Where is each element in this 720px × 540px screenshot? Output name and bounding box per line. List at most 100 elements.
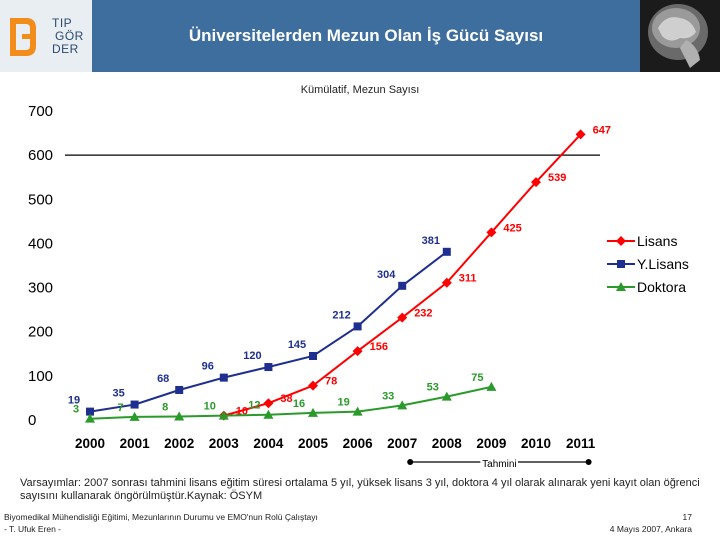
legend-marker-lisans xyxy=(616,236,626,246)
logo-text-line-2: GÖR xyxy=(55,29,84,43)
data-label-lisans: 425 xyxy=(503,222,521,234)
data-label-doktora: 75 xyxy=(471,372,483,384)
data-label-ylisans: 381 xyxy=(422,235,440,247)
data-label-doktora: 53 xyxy=(427,382,439,394)
data-label-ylisans: 212 xyxy=(332,309,350,321)
series-line-doktora xyxy=(89,385,492,420)
legend-label-lisans: Lisans xyxy=(637,233,677,249)
point-lisans xyxy=(441,277,452,288)
x-tick-label: 2005 xyxy=(298,436,329,451)
point-ylisans xyxy=(264,363,273,372)
data-label-doktora: 10 xyxy=(204,401,216,413)
data-label-lisans: 311 xyxy=(459,273,477,285)
page-title: Üniversitelerden Mezun Olan İş Gücü Sayı… xyxy=(188,26,544,45)
projection-bracket-end xyxy=(585,459,592,465)
data-label-lisans: 156 xyxy=(370,341,388,353)
point-lisans xyxy=(352,346,363,357)
point-lisans xyxy=(575,129,586,140)
page-number: 17 xyxy=(682,512,692,522)
chart-title: Kümülatif, Mezun Sayısı xyxy=(300,84,420,96)
data-label-doktora: 8 xyxy=(162,401,168,413)
data-label-doktora: 33 xyxy=(382,390,394,402)
data-label-lisans: 78 xyxy=(325,376,337,388)
point-ylisans xyxy=(86,407,94,416)
data-label-lisans: 232 xyxy=(414,308,432,320)
point-doktora xyxy=(486,381,497,391)
point-doktora xyxy=(352,406,363,416)
footer-author: - T. Ufuk Eren - xyxy=(4,524,61,534)
data-label-ylisans: 145 xyxy=(288,339,306,351)
data-label-ylisans: 96 xyxy=(202,361,214,373)
data-label-doktora: 12 xyxy=(248,400,260,412)
data-label-ylisans: 304 xyxy=(377,269,396,281)
data-label-lisans: 38 xyxy=(280,393,292,405)
point-doktora xyxy=(174,411,185,421)
x-tick-label: 2000 xyxy=(75,436,105,451)
data-label-doktora: 16 xyxy=(293,398,305,410)
y-tick-label: 100 xyxy=(28,368,53,385)
footer-left: Biyomedikal Mühendisliği Eğitimi, Mezunl… xyxy=(4,511,318,535)
point-doktora xyxy=(397,400,408,410)
title-bar: Üniversitelerden Mezun Olan İş Gücü Sayı… xyxy=(92,0,640,72)
point-doktora xyxy=(263,409,274,419)
x-tick-label: 2006 xyxy=(343,436,374,451)
legend-marker-ylisans xyxy=(617,260,625,268)
legend-label-doktora: Doktora xyxy=(637,279,686,295)
x-tick-label: 2004 xyxy=(253,436,284,451)
point-lisans xyxy=(531,177,541,188)
point-ylisans xyxy=(219,373,228,382)
tipgorder-logo: TIP GÖR DER xyxy=(0,0,93,72)
legend-label-ylisans: Y.Lisans xyxy=(637,256,689,272)
footer-right: 17 4 Mayıs 2007, Ankara xyxy=(610,511,692,535)
point-doktora xyxy=(441,391,452,401)
x-tick-label: 2007 xyxy=(387,436,417,451)
point-doktora xyxy=(308,407,318,417)
point-doktora xyxy=(129,411,140,421)
x-tick-label: 2003 xyxy=(209,436,240,451)
x-tick-label: 2008 xyxy=(432,436,463,451)
y-tick-label: 500 xyxy=(28,191,53,208)
point-lisans xyxy=(397,312,408,323)
y-tick-label: 600 xyxy=(28,147,53,164)
data-label-lisans: 647 xyxy=(593,124,611,136)
point-ylisans xyxy=(309,351,317,360)
footer-event-title: Biyomedikal Mühendisliği Eğitimi, Mezunl… xyxy=(4,512,318,522)
assumptions-note: Varsayımlar: 2007 sonrası tahmini lisans… xyxy=(20,477,700,502)
data-label-ylisans: 19 xyxy=(68,395,80,407)
data-label-ylisans: 35 xyxy=(112,388,124,400)
x-tick-label: 2010 xyxy=(521,436,551,451)
point-ylisans xyxy=(130,400,139,409)
data-label-ylisans: 120 xyxy=(243,350,261,362)
point-ylisans xyxy=(398,281,407,290)
footer-date: 4 Mayıs 2007, Ankara xyxy=(609,524,692,534)
x-tick-label: 2001 xyxy=(120,436,151,451)
point-ylisans xyxy=(175,385,184,394)
series-line-lisans xyxy=(223,133,582,417)
legend-marker-doktora xyxy=(616,282,626,291)
y-tick-label: 0 xyxy=(28,412,36,429)
data-label-doktora: 3 xyxy=(73,404,79,416)
x-tick-label: 2009 xyxy=(476,436,506,451)
logo-mark-icon xyxy=(10,18,36,56)
point-doktora xyxy=(85,413,95,423)
data-label-doktora: 19 xyxy=(337,397,349,409)
projection-label: Tahmini xyxy=(482,459,516,470)
x-tick-label: 2011 xyxy=(566,436,596,451)
y-tick-label: 700 xyxy=(28,103,53,120)
y-tick-label: 200 xyxy=(28,324,53,341)
logo-text-line-3: DER xyxy=(52,42,79,56)
point-lisans xyxy=(263,398,274,409)
point-doktora xyxy=(218,410,229,420)
data-label-doktora: 7 xyxy=(118,402,124,414)
point-ylisans xyxy=(442,247,451,256)
point-lisans xyxy=(486,227,497,238)
brain-scan-image xyxy=(640,0,720,72)
data-label-ylisans: 68 xyxy=(157,373,169,385)
logo-text-line-1: TIP xyxy=(52,16,73,30)
header: TIP GÖR DER Üniversitelerden Mezun Olan … xyxy=(0,0,720,72)
data-label-lisans: 539 xyxy=(548,172,566,184)
projection-bracket-start xyxy=(407,459,414,465)
y-tick-label: 400 xyxy=(28,235,53,252)
x-tick-label: 2002 xyxy=(164,436,194,451)
